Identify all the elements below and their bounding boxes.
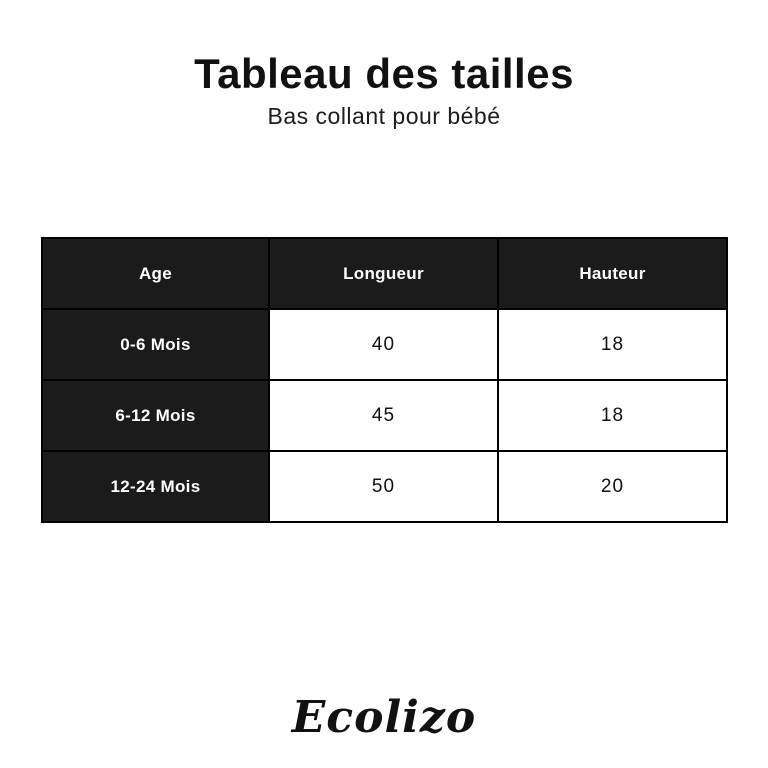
table-header-row: Age Longueur Hauteur	[41, 237, 728, 310]
value-hauteur-12-24: 20	[497, 450, 728, 523]
value-longueur-0-6: 40	[268, 308, 499, 381]
size-table: Age Longueur Hauteur 0-6 Mois 40 18 6-12…	[41, 237, 728, 523]
value-longueur-12-24: 50	[268, 450, 499, 523]
size-table-container: Age Longueur Hauteur 0-6 Mois 40 18 6-12…	[41, 237, 728, 523]
page-subtitle: Bas collant pour bébé	[267, 103, 501, 129]
page-title: Tableau des tailles	[194, 50, 574, 97]
column-header-age: Age	[41, 237, 270, 310]
table-row: 0-6 Mois 40 18	[41, 308, 728, 381]
row-label-6-12-mois: 6-12 Mois	[41, 379, 270, 452]
row-label-0-6-mois: 0-6 Mois	[41, 308, 270, 381]
column-header-hauteur: Hauteur	[497, 237, 728, 310]
table-row: 6-12 Mois 45 18	[41, 379, 728, 452]
row-label-12-24-mois: 12-24 Mois	[41, 450, 270, 523]
value-hauteur-6-12: 18	[497, 379, 728, 452]
value-longueur-6-12: 45	[268, 379, 499, 452]
table-row: 12-24 Mois 50 20	[41, 450, 728, 523]
value-hauteur-0-6: 18	[497, 308, 728, 381]
brand-logo: Ecolizo	[291, 692, 477, 743]
column-header-longueur: Longueur	[268, 237, 499, 310]
